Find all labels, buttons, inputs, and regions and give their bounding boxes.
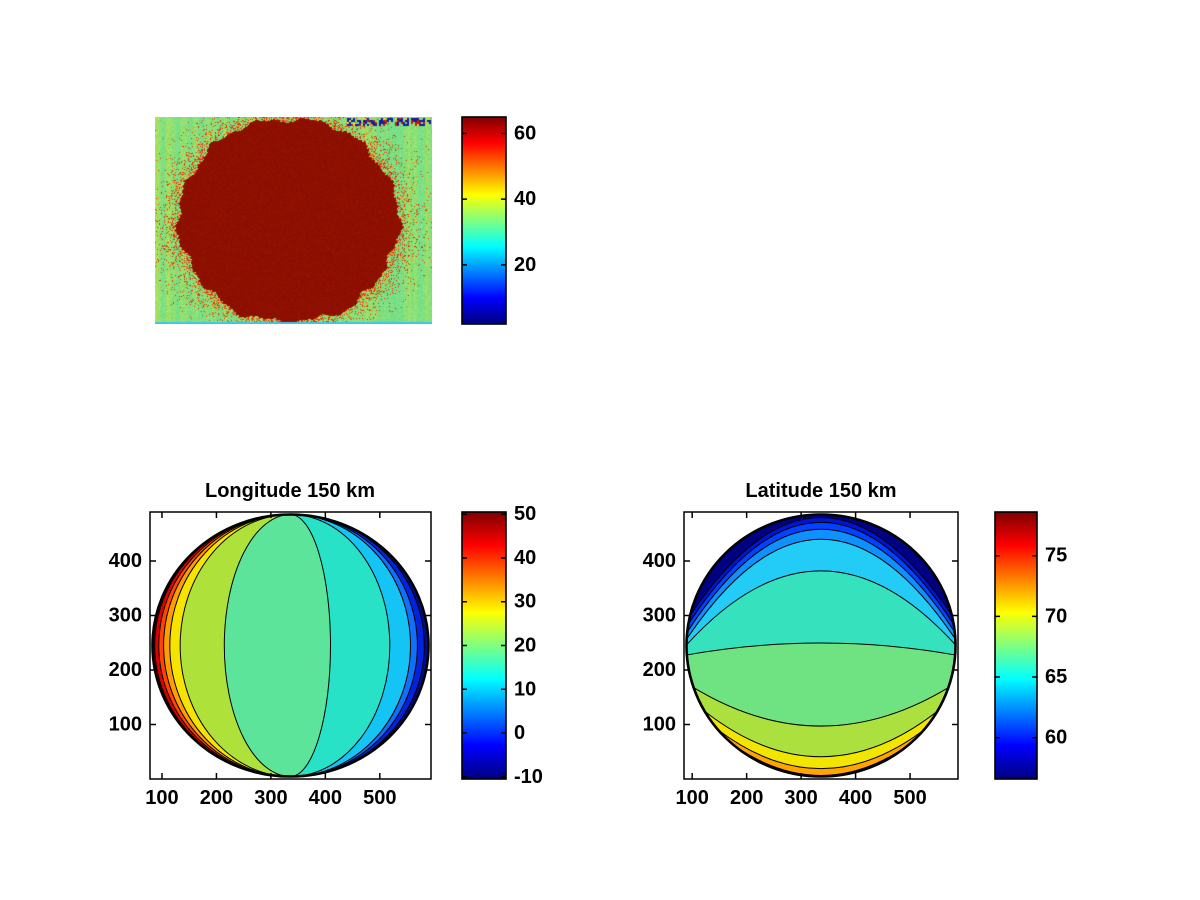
contour-line (689, 517, 953, 616)
x-tick-label: 400 (309, 787, 342, 809)
colorbar-frame (461, 116, 507, 325)
longitude-bands (152, 514, 429, 777)
colorbar-tick-label: -10 (514, 766, 543, 788)
x-tick-label: 100 (675, 787, 708, 809)
colorbar-tick-label: 30 (514, 591, 536, 613)
x-tick-label: 300 (254, 787, 287, 809)
x-tick-label: 500 (363, 787, 396, 809)
colorbar-gradient (995, 512, 1037, 779)
x-tick-label: 500 (893, 787, 926, 809)
colorbar-frame (461, 511, 507, 780)
contour-line (687, 522, 955, 625)
contour-line (290, 514, 332, 777)
y-tick-label: 300 (109, 605, 142, 627)
axes-box (683, 511, 959, 780)
contour-line (693, 687, 949, 727)
y-tick-label: 100 (643, 714, 676, 736)
latitude-axes: 100 200 300 400 500 100 200 300 400 (643, 511, 959, 809)
y-tick-label: 300 (643, 605, 676, 627)
colorbar-tick-label: 75 (1045, 545, 1067, 567)
colorbar-ticks (462, 513, 506, 778)
latitude-plot-title: Latitude 150 km (745, 480, 896, 502)
contour-line (290, 514, 418, 777)
axis-ticks (684, 512, 958, 779)
contour-line (179, 514, 291, 777)
colorbar-gradient (462, 117, 506, 324)
colorbar-gradient (462, 512, 506, 779)
longitude-colorbar: 50 40 30 20 10 0 -10 (461, 503, 543, 788)
colorbar-ticks (995, 554, 1037, 739)
colorbar-tick-label: 60 (514, 122, 536, 144)
colorbar-tick-label: 40 (514, 547, 536, 569)
colorbar-tick-label: 40 (514, 188, 536, 210)
camera-image-colorbar: 60 40 20 (461, 116, 536, 325)
contour-line (163, 514, 291, 777)
x-tick-label: 400 (839, 787, 872, 809)
y-tick-label: 400 (643, 550, 676, 572)
colorbar-tick-label: 20 (514, 635, 536, 657)
axes-box (149, 511, 432, 780)
y-tick-label: 200 (109, 659, 142, 681)
x-tick-label: 300 (784, 787, 817, 809)
contour-line (223, 514, 291, 777)
longitude-plot-title: Longitude 150 km (205, 480, 375, 502)
y-tick-label: 200 (643, 659, 676, 681)
colorbar-tick-label: 20 (514, 254, 536, 276)
colorbar-tick-label: 65 (1045, 666, 1067, 688)
contour-line (686, 529, 956, 633)
contour-line (704, 710, 938, 758)
contour-line (717, 729, 925, 770)
contour-line (290, 514, 391, 777)
colorbar-tick-label: 50 (514, 503, 536, 525)
axis-ticks (150, 512, 431, 779)
camera-image (155, 117, 432, 324)
latitude-bands (686, 514, 956, 777)
disc-rim (151, 513, 430, 778)
latitude-colorbar: 75 70 65 60 (994, 511, 1067, 780)
contour-line (686, 570, 956, 646)
y-tick-label: 400 (109, 550, 142, 572)
x-tick-label: 100 (145, 787, 178, 809)
colorbar-tick-label: 0 (514, 722, 525, 744)
colorbar-tick-label: 70 (1045, 605, 1067, 627)
y-tick-label: 100 (109, 714, 142, 736)
colorbar-ticks (462, 132, 506, 266)
latitude-plot (685, 513, 957, 778)
contour-line (686, 642, 956, 656)
contour-line (158, 514, 291, 777)
colorbar-tick-label: 10 (514, 678, 536, 700)
contour-line (169, 514, 291, 777)
contour-line (290, 514, 412, 777)
x-tick-label: 200 (200, 787, 233, 809)
colorbar-frame (994, 511, 1038, 780)
longitude-plot (151, 513, 430, 778)
contour-line (686, 538, 956, 640)
disc-rim (685, 513, 957, 778)
longitude-axes: 100 200 300 400 500 100 200 300 400 (109, 511, 432, 809)
colorbar-tick-label: 60 (1045, 727, 1067, 749)
x-tick-label: 200 (730, 787, 763, 809)
